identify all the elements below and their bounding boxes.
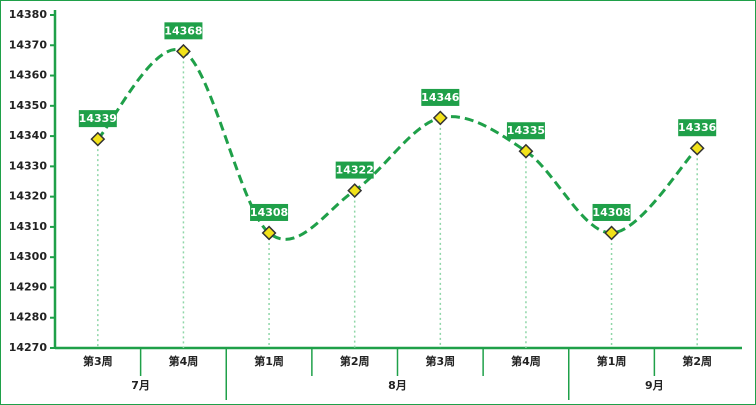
data-label: 14308 [592,206,630,219]
y-tick-label: 14330 [9,159,48,172]
label-box [335,161,374,179]
y-tick-label: 14310 [9,220,48,233]
data-label: 14308 [250,206,288,219]
y-tick-label: 14280 [9,311,48,324]
marker [604,225,619,241]
y-tick-label: 14380 [9,8,48,21]
label-box [78,110,117,128]
marker [347,183,363,199]
group-label: 7月 [131,379,150,392]
group-label: 8月 [388,379,407,392]
marker [90,131,106,147]
marker [432,110,448,126]
x-tick-label: 第2周 [340,354,370,368]
y-tick-label: 14320 [9,190,48,203]
data-label: 14339 [79,112,117,125]
data-label: 14336 [678,121,717,134]
marker [518,143,534,159]
x-tick-label: 第1周 [597,354,627,368]
label-box [592,203,631,221]
marker [261,225,277,241]
group-label: 9月 [645,379,664,392]
x-tick-label: 第3周 [83,354,113,368]
x-tick-label: 第2周 [682,354,712,368]
x-tick-label: 第4周 [511,354,541,368]
y-tick-label: 14350 [9,99,48,112]
label-box [506,122,545,140]
label-box [164,22,203,40]
data-label: 14322 [336,164,374,177]
label-box [421,88,460,106]
data-label: 14346 [421,91,460,104]
label-box [250,203,289,221]
x-tick-label: 第4周 [169,354,199,368]
y-tick-label: 14300 [9,250,48,263]
marker [689,140,705,156]
y-tick-label: 14290 [9,280,48,293]
x-tick-label: 第1周 [254,354,284,368]
y-tick-label: 14340 [9,129,48,142]
y-tick-label: 14370 [9,38,48,51]
data-label: 14335 [507,124,545,137]
marker [176,43,191,59]
y-tick-label: 14270 [9,341,48,354]
data-label: 14368 [164,24,202,37]
label-box [678,119,717,137]
y-tick-label: 14360 [9,69,48,82]
x-tick-label: 第3周 [425,354,455,368]
